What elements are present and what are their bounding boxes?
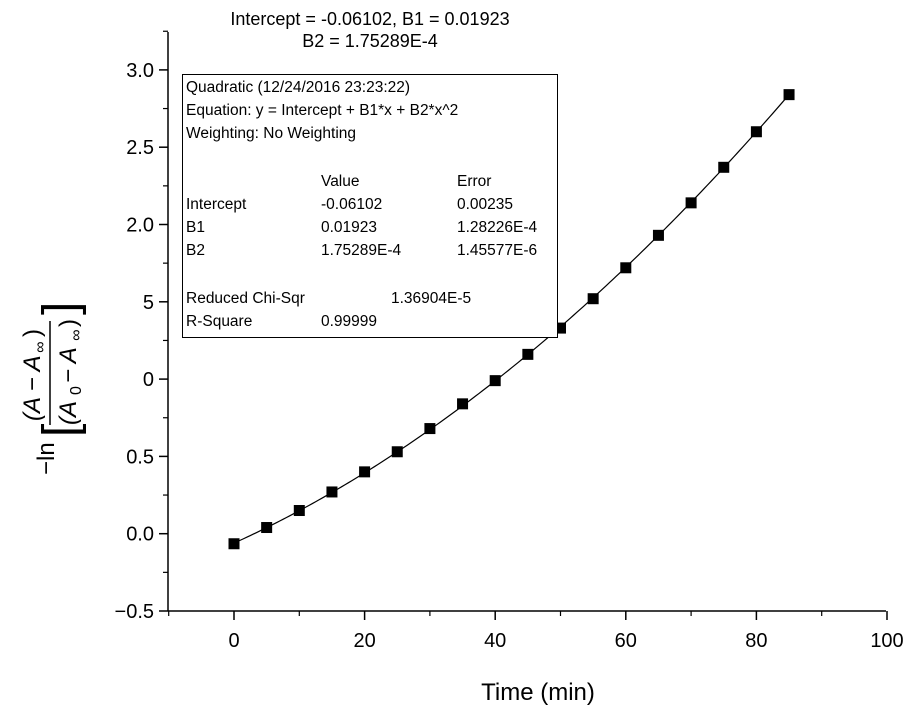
data-point — [522, 348, 534, 360]
data-point — [587, 293, 599, 305]
fit-equation: Equation: y = Intercept + B1*x + B2*x^2 — [186, 102, 459, 119]
data-point — [718, 161, 730, 173]
y-tick-label: 5 — [143, 292, 154, 314]
data-point — [293, 505, 305, 517]
data-point — [326, 486, 338, 498]
svg-text:∞: ∞ — [68, 330, 85, 341]
svg-text:−ln: −ln — [33, 442, 60, 475]
x-axis-title: Time (min) — [481, 679, 595, 706]
data-point — [424, 423, 436, 435]
param-error: 1.45577E-6 — [457, 242, 538, 259]
fit-weighting: Weighting: No Weighting — [186, 125, 357, 142]
data-point — [555, 322, 566, 334]
y-tick-label: 2.5 — [126, 137, 154, 159]
y-tick-label: 0.5 — [126, 446, 154, 468]
x-tick-label: 0 — [228, 630, 239, 652]
data-point — [783, 89, 795, 101]
y-tick-label: 0.0 — [126, 524, 154, 546]
col-header-value: Value — [321, 173, 360, 190]
data-point — [750, 126, 762, 138]
x-tick-label: 20 — [353, 630, 375, 652]
param-name: B1 — [186, 219, 205, 236]
svg-text:): ) — [55, 319, 82, 327]
data-point — [359, 466, 371, 478]
data-point — [391, 446, 403, 458]
chart-title-line1: Intercept = -0.06102, B1 = 0.01923 — [230, 9, 510, 29]
col-header-error: Error — [457, 173, 492, 190]
param-value: 0.01923 — [321, 219, 378, 236]
svg-text:[: [ — [34, 424, 86, 437]
chi-sqr-value: 1.36904E-5 — [391, 290, 472, 307]
svg-text:− A: − A — [55, 347, 82, 383]
r-square-label: R-Square — [186, 313, 253, 330]
svg-text:]: ] — [34, 302, 86, 315]
data-point — [652, 229, 664, 241]
svg-text:∞: ∞ — [32, 342, 49, 353]
data-point — [457, 398, 469, 410]
chi-sqr-label: Reduced Chi-Sqr — [186, 290, 305, 307]
svg-text:(A − A: (A − A — [19, 355, 46, 421]
param-name: Intercept — [186, 196, 247, 213]
svg-text:(A: (A — [55, 401, 82, 425]
y-tick-label: 3.0 — [126, 60, 154, 82]
x-tick-label: 40 — [484, 630, 506, 652]
fit-model: Quadratic (12/24/2016 23:23:22) — [186, 79, 411, 96]
chart-title-line2: B2 = 1.75289E-4 — [302, 31, 438, 51]
data-point — [261, 522, 273, 534]
data-point — [228, 538, 240, 550]
fit-results-box: Quadratic (12/24/2016 23:23:22) Equation… — [182, 74, 558, 338]
data-point — [489, 375, 501, 387]
param-error: 1.28226E-4 — [457, 219, 538, 236]
y-axis-title: −ln [ (A − A ∞ ) (A 0 − A ∞ ) ] — [19, 302, 86, 475]
data-point — [685, 197, 697, 209]
param-name: B2 — [186, 242, 205, 259]
svg-text:0: 0 — [68, 386, 85, 395]
data-points — [228, 89, 795, 550]
r-square-value: 0.99999 — [321, 313, 378, 330]
x-tick-label: 80 — [745, 630, 767, 652]
param-value: -0.06102 — [321, 196, 383, 213]
y-tick-label: 2.0 — [126, 215, 154, 237]
x-tick-label: 60 — [615, 630, 637, 652]
y-tick-label: 0 — [143, 369, 154, 391]
param-error: 0.00235 — [457, 196, 514, 213]
axes: −0.5 0.0 0.5 0 5 2.0 2.5 3.0 0 20 40 60 80 100 — [115, 30, 904, 652]
y-tick-label: −0.5 — [115, 601, 154, 623]
svg-text:): ) — [19, 329, 46, 337]
data-point — [620, 262, 632, 274]
param-value: 1.75289E-4 — [321, 242, 402, 259]
x-tick-label: 100 — [870, 630, 903, 652]
